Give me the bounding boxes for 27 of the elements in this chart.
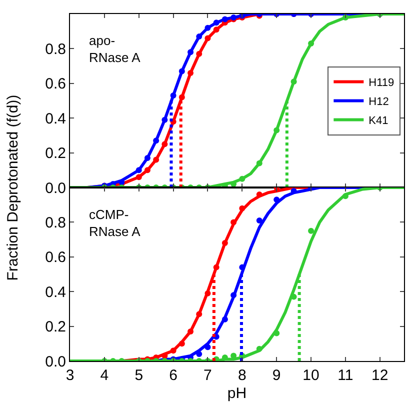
y-tick-label: 0.4 [45, 284, 66, 301]
annotation: cCMP- RNase A [89, 207, 141, 239]
annotation: apo- RNase A [89, 33, 141, 65]
x-tick-label: 8 [238, 367, 246, 384]
y-tick-label: 0.8 [45, 40, 66, 58]
x-tick-label: 11 [338, 367, 354, 384]
y-tick-label: 0.6 [45, 76, 66, 93]
x-tick-label: 7 [204, 367, 212, 384]
x-tick-label: 3 [66, 367, 74, 384]
y-axis-title: Fraction Deprotonated (f(d)) [4, 94, 22, 281]
y-tick-label: 0.2 [45, 145, 66, 162]
y-tick-label: 0.6 [45, 249, 66, 266]
x-tick-label: 4 [100, 367, 109, 384]
y-tick-label: 0.8 [45, 214, 66, 232]
x-tick-label: 9 [272, 367, 281, 384]
legend-label: K41 [368, 115, 388, 128]
x-tick-label: 6 [169, 367, 178, 384]
x-tick-label: 10 [302, 367, 320, 384]
x-tick-label: 5 [134, 367, 144, 384]
x-tick-label: 12 [372, 367, 388, 384]
y-tick-label: 0.4 [45, 110, 66, 128]
y-tick-label: 0.0 [45, 353, 66, 370]
y-tick-label: 0.0 [45, 180, 66, 197]
legend-label: H12 [368, 96, 389, 108]
x-axis-title: pH [227, 385, 247, 402]
legend-label: H119 [368, 77, 394, 90]
y-tick-label: 0.2 [45, 318, 66, 336]
